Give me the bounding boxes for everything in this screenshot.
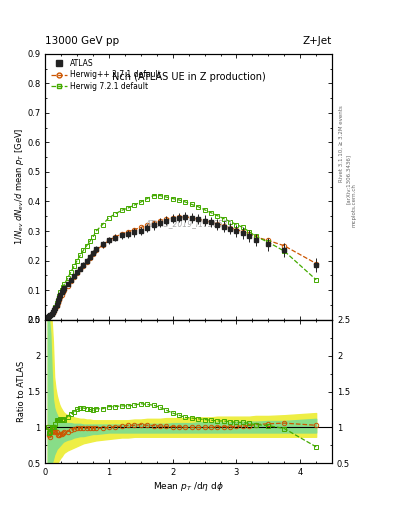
Text: Rivet 3.1.10, ≥ 3.2M events: Rivet 3.1.10, ≥ 3.2M events: [339, 105, 344, 182]
Text: ATLAS_2019_I1736531: ATLAS_2019_I1736531: [145, 220, 232, 228]
Y-axis label: $1/N_{ev}$ $dN_{ev}/d$ mean $p_T$ [GeV]: $1/N_{ev}$ $dN_{ev}/d$ mean $p_T$ [GeV]: [13, 128, 26, 245]
Legend: ATLAS, Herwig++ 2.7.1 default, Herwig 7.2.1 default: ATLAS, Herwig++ 2.7.1 default, Herwig 7.…: [49, 57, 163, 92]
Text: Nch (ATLAS UE in Z production): Nch (ATLAS UE in Z production): [112, 72, 266, 82]
X-axis label: Mean $p_{T}$ /d$\eta$ d$\phi$: Mean $p_{T}$ /d$\eta$ d$\phi$: [153, 480, 224, 493]
Text: Z+Jet: Z+Jet: [303, 36, 332, 46]
Text: [arXiv:1306.3436]: [arXiv:1306.3436]: [346, 154, 351, 204]
Text: mcplots.cern.ch: mcplots.cern.ch: [352, 183, 357, 227]
Text: 13000 GeV pp: 13000 GeV pp: [45, 36, 119, 46]
Y-axis label: Ratio to ATLAS: Ratio to ATLAS: [17, 361, 26, 422]
